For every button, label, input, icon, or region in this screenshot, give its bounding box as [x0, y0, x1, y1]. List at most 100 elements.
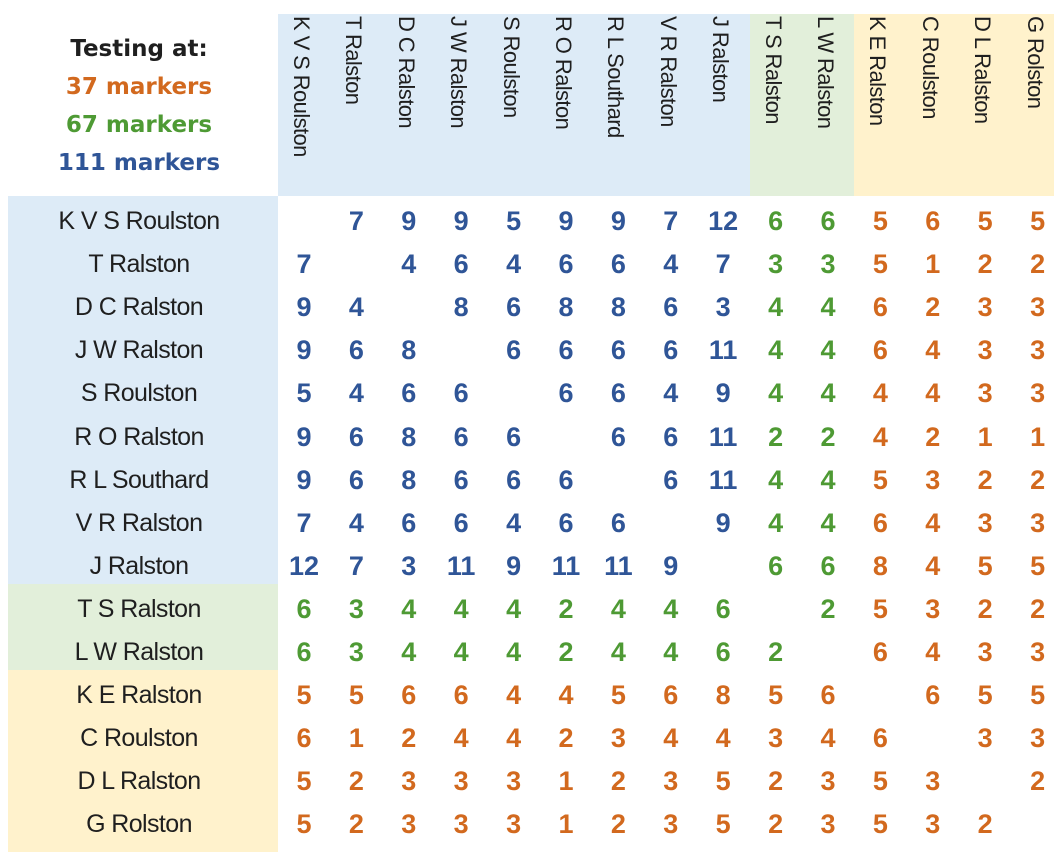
distance-cell: 6: [663, 292, 679, 323]
distance-cell: 5: [872, 464, 888, 495]
distance-cell: 4: [610, 593, 626, 624]
distance-cell: 11: [604, 550, 633, 581]
column-header: G Rolston: [1012, 16, 1054, 192]
distance-cell: 6: [296, 593, 312, 624]
distance-cell: 5: [872, 249, 888, 280]
distance-cell: 3: [506, 809, 522, 840]
distance-cell: 3: [820, 809, 836, 840]
distance-cell: 6: [453, 464, 469, 495]
distance-cell: 6: [453, 249, 469, 280]
distance-cell: 1: [925, 249, 941, 280]
distance-cell: 4: [453, 637, 469, 667]
distance-cell: 5: [872, 206, 888, 236]
distance-cell: 4: [820, 292, 836, 323]
distance-cell: 6: [768, 550, 784, 581]
legend-title: Testing at:: [70, 36, 208, 62]
column-header-label: S Roulston: [498, 16, 524, 118]
distance-cell: 6: [820, 206, 836, 236]
column-header: K E Ralston: [854, 16, 906, 192]
distance-cell: 9: [296, 464, 312, 495]
distance-cell: 3: [977, 292, 993, 323]
distance-cell: 5: [768, 680, 784, 711]
distance-cell: 2: [610, 766, 626, 797]
row-header: R O Ralston: [74, 422, 204, 451]
distance-cell: 2: [925, 292, 941, 323]
row-header: K E Ralston: [76, 681, 202, 710]
distance-cell: 6: [663, 680, 679, 711]
column-header: L W Ralston: [802, 16, 854, 192]
distance-cell: 3: [1030, 723, 1046, 754]
legend: Testing at: 37 markers 67 markers 111 ma…: [0, 0, 278, 196]
column-header-label: J W Ralston: [446, 16, 472, 128]
column-header: R L Southard: [592, 16, 644, 192]
distance-cell: 11: [708, 335, 738, 366]
distance-cell: 1: [348, 723, 364, 754]
distance-cell: 9: [296, 421, 312, 452]
legend-111-markers: 111 markers: [57, 150, 221, 176]
column-header: C Roulston: [907, 16, 959, 192]
distance-cell: 4: [348, 378, 364, 409]
row-header: J Ralston: [89, 551, 189, 580]
distance-cell: 8: [401, 335, 417, 366]
distance-cell: 7: [348, 206, 364, 236]
distance-cell: 6: [348, 464, 364, 495]
column-header-label: K E Ralston: [865, 16, 891, 126]
distance-cell: 2: [1030, 766, 1046, 797]
distance-cell: 2: [977, 464, 993, 495]
row-header: R L Southard: [69, 465, 209, 494]
distance-cell: 6: [768, 206, 784, 236]
distance-cell: 3: [925, 464, 941, 495]
distance-cell: 4: [506, 593, 522, 624]
distance-cell: 5: [296, 680, 312, 711]
distance-cell: 4: [663, 249, 679, 280]
row-band-37: [8, 670, 278, 852]
column-header-label: R O Ralston: [551, 16, 576, 130]
row-header: K V S Roulston: [58, 207, 220, 235]
distance-cell: 6: [715, 593, 731, 624]
distance-cell: 4: [663, 637, 679, 667]
column-header: D L Ralston: [959, 16, 1011, 192]
distance-cell: 7: [296, 507, 312, 538]
column-header-label: D L Ralston: [970, 16, 996, 124]
distance-cell: 2: [558, 593, 574, 624]
distance-cell: 6: [401, 680, 417, 711]
distance-cell: 6: [610, 507, 626, 538]
column-header-label: T Ralston: [341, 16, 367, 105]
distance-cell: 3: [610, 723, 626, 754]
distance-cell: 2: [1030, 249, 1046, 280]
distance-cell: 6: [558, 464, 574, 495]
distance-cell: 2: [768, 809, 784, 840]
distance-cell: 4: [506, 249, 522, 280]
distance-cell: 4: [820, 464, 836, 495]
column-header-label: R L Southard: [603, 16, 629, 138]
distance-cell: 3: [977, 723, 993, 754]
distance-cell: 3: [663, 766, 679, 797]
distance-cell: 3: [768, 249, 784, 280]
distance-cell: 7: [348, 550, 364, 581]
distance-cell: 2: [820, 593, 836, 624]
column-header-label: K V S Roulston: [289, 16, 314, 157]
distance-cell: 6: [610, 421, 626, 452]
distance-cell: 2: [977, 809, 993, 840]
column-header: K V S Roulston: [278, 16, 330, 192]
distance-cell: 4: [925, 507, 941, 538]
distance-cell: 2: [925, 421, 941, 452]
distance-cell: 11: [708, 421, 738, 452]
distance-cell: 6: [610, 335, 626, 366]
distance-cell: 3: [820, 766, 836, 797]
distance-cell: 4: [820, 723, 836, 754]
distance-cell: 3: [348, 637, 364, 667]
distance-cell: 3: [401, 550, 417, 581]
distance-cell: 6: [610, 378, 626, 409]
distance-cell: 6: [872, 723, 888, 754]
distance-cell: 3: [453, 766, 469, 797]
distance-cell: 5: [872, 593, 888, 624]
distance-cell: 5: [506, 206, 522, 236]
distance-cell: 9: [558, 206, 574, 236]
row-header: T S Ralston: [77, 594, 201, 623]
distance-cell: 4: [925, 550, 941, 581]
distance-cell: 4: [610, 637, 626, 667]
distance-cell: 2: [348, 766, 364, 797]
distance-cell: 4: [925, 335, 941, 366]
